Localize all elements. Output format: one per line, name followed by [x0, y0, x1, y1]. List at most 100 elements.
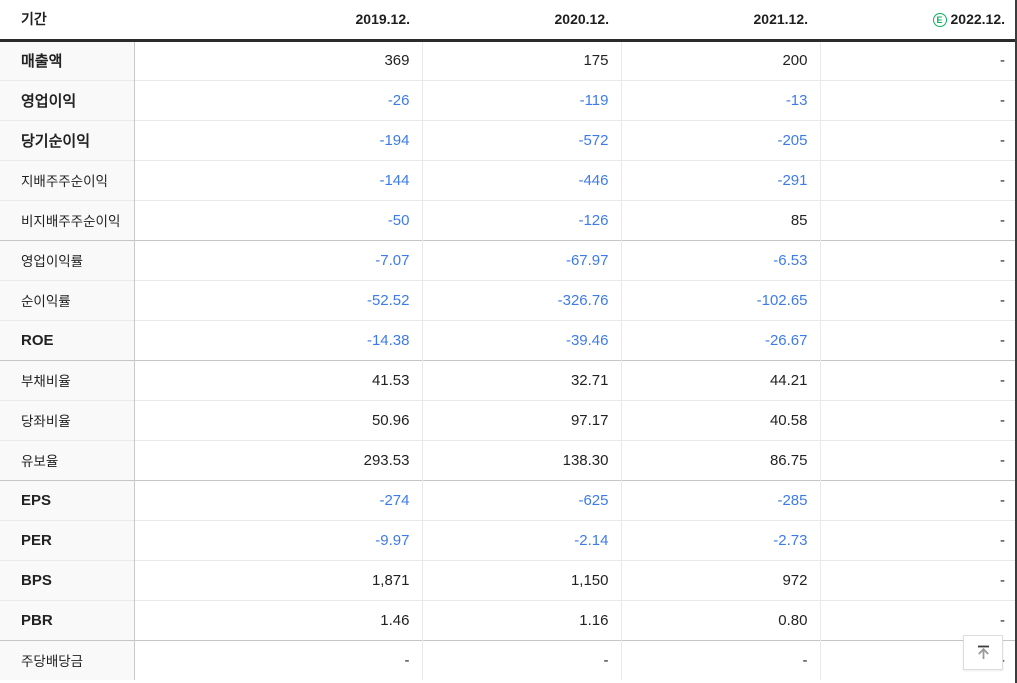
value-2019: -274	[134, 479, 422, 520]
value-2019: -	[134, 639, 422, 680]
circled-e-icon: E	[932, 13, 947, 28]
row-label: ROE	[0, 319, 135, 360]
value-2019: 41.53	[134, 359, 422, 400]
value-2022: -	[819, 79, 1017, 120]
row-label: 당좌비율	[0, 399, 135, 440]
value-2021: -6.53	[620, 239, 820, 280]
table-row: 주당배당금 - - - -	[0, 639, 1017, 680]
table-row: ROE -14.38 -39.46 -26.67 -	[0, 319, 1017, 360]
value-2020: -119	[421, 79, 621, 120]
value-2019: 369	[134, 40, 422, 80]
value-2021: 86.75	[620, 439, 820, 480]
value-2021: 44.21	[620, 359, 820, 400]
row-label: 유보율	[0, 439, 135, 480]
value-2020: 32.71	[421, 359, 621, 400]
value-2020: -2.14	[421, 519, 621, 560]
value-2019: -52.52	[134, 279, 422, 320]
value-2020: -446	[421, 159, 621, 200]
year-label: 2019.12.	[355, 11, 411, 28]
year-label: 2022.12.	[950, 11, 1006, 28]
value-2021: -285	[620, 479, 820, 520]
table-row: 유보율 293.53 138.30 86.75 -	[0, 439, 1017, 480]
value-2021: -13	[620, 79, 820, 120]
value-2022: -	[819, 239, 1017, 280]
value-2022: -	[819, 519, 1017, 560]
value-2021: -	[620, 639, 820, 680]
row-label: 당기순이익	[0, 119, 135, 160]
value-2022: -	[819, 279, 1017, 320]
row-label: EPS	[0, 479, 135, 520]
adjacent-panel-edge	[1015, 0, 1017, 683]
value-2020: 138.30	[421, 439, 621, 480]
value-2019: -50	[134, 199, 422, 240]
value-2022: -	[819, 159, 1017, 200]
row-label: 매출액	[0, 40, 135, 80]
value-2021: 40.58	[620, 399, 820, 440]
value-2021: 85	[620, 199, 820, 240]
value-2019: 1.46	[134, 599, 422, 640]
table-row: PBR 1.46 1.16 0.80 -	[0, 599, 1017, 640]
value-2019: -7.07	[134, 239, 422, 280]
value-2020: -39.46	[421, 319, 621, 360]
value-2019: 293.53	[134, 439, 422, 480]
row-label: 영업이익률	[0, 239, 135, 280]
value-2020: 1,150	[421, 559, 621, 600]
scroll-to-top-button[interactable]	[963, 635, 1003, 670]
value-2020: 97.17	[421, 399, 621, 440]
value-2022: -	[819, 559, 1017, 600]
value-2021: -102.65	[620, 279, 820, 320]
year-header-2021: 2021.12.	[621, 0, 820, 42]
value-2020: -67.97	[421, 239, 621, 280]
value-2022: -	[819, 439, 1017, 480]
value-2020: 175	[421, 40, 621, 80]
period-header: 기간	[0, 0, 134, 42]
value-2022: -	[819, 119, 1017, 160]
table-row: 당좌비율 50.96 97.17 40.58 -	[0, 399, 1017, 440]
value-2020: -126	[421, 199, 621, 240]
table-row: 비지배주주순이익 -50 -126 85 -	[0, 199, 1017, 240]
value-2022: -	[819, 479, 1017, 520]
row-label: 영업이익	[0, 79, 135, 120]
value-2019: -194	[134, 119, 422, 160]
table-header-row: 기간 2019.12. 2020.12. 2021.12. E 2022.12.	[0, 0, 1017, 42]
table-row: BPS 1,871 1,150 972 -	[0, 559, 1017, 600]
year-header-2019: 2019.12.	[134, 0, 422, 42]
value-2021: 0.80	[620, 599, 820, 640]
row-label: 지배주주순이익	[0, 159, 135, 200]
value-2020: 1.16	[421, 599, 621, 640]
value-2019: 50.96	[134, 399, 422, 440]
table-row: 순이익률 -52.52 -326.76 -102.65 -	[0, 279, 1017, 320]
value-2021: -2.73	[620, 519, 820, 560]
table-row: EPS -274 -625 -285 -	[0, 479, 1017, 520]
value-2021: -26.67	[620, 319, 820, 360]
row-label: BPS	[0, 559, 135, 600]
year-label: 2020.12.	[554, 11, 610, 28]
row-label: 비지배주주순이익	[0, 199, 135, 240]
year-header-2020: 2020.12.	[422, 0, 621, 42]
value-2022: -	[819, 399, 1017, 440]
value-2020: -572	[421, 119, 621, 160]
value-2022: -	[819, 199, 1017, 240]
value-2020: -326.76	[421, 279, 621, 320]
value-2019: -144	[134, 159, 422, 200]
value-2022: -	[819, 319, 1017, 360]
row-label: 주당배당금	[0, 639, 135, 680]
value-2021: 972	[620, 559, 820, 600]
row-label: 부채비율	[0, 359, 135, 400]
value-2019: -9.97	[134, 519, 422, 560]
table-row: 부채비율 41.53 32.71 44.21 -	[0, 359, 1017, 400]
value-2019: -14.38	[134, 319, 422, 360]
arrow-up-to-line-icon	[977, 645, 989, 659]
value-2021: 200	[620, 40, 820, 80]
year-label: 2021.12.	[753, 11, 809, 28]
value-2020: -	[421, 639, 621, 680]
year-header-2022-estimate: E 2022.12.	[820, 0, 1017, 42]
table-row: 지배주주순이익 -144 -446 -291 -	[0, 159, 1017, 200]
table-row: 영업이익률 -7.07 -67.97 -6.53 -	[0, 239, 1017, 280]
value-2021: -205	[620, 119, 820, 160]
value-2019: 1,871	[134, 559, 422, 600]
table-row: 영업이익 -26 -119 -13 -	[0, 79, 1017, 120]
value-2019: -26	[134, 79, 422, 120]
